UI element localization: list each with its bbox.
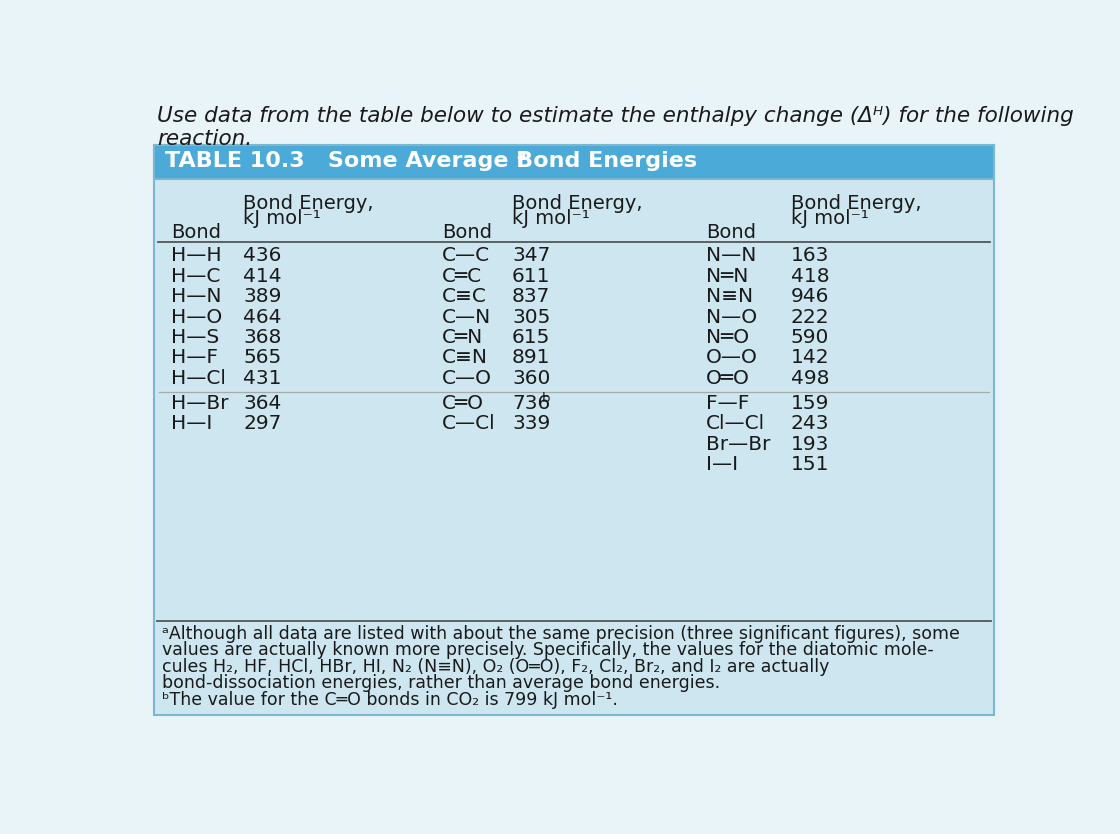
FancyBboxPatch shape [153,145,995,716]
Text: 360: 360 [512,369,550,388]
Text: C≡C: C≡C [442,287,487,306]
Text: Bond Energy,: Bond Energy, [243,194,374,213]
Text: Bond: Bond [706,224,756,243]
Text: 339: 339 [512,414,550,433]
Text: 464: 464 [243,308,281,327]
Text: 615: 615 [512,328,550,347]
Text: C—Cl: C—Cl [442,414,496,433]
Text: O—O: O—O [706,349,757,368]
Text: H—S: H—S [171,328,220,347]
Text: reaction.: reaction. [157,129,252,149]
Text: O═O: O═O [706,369,749,388]
Text: a: a [516,148,526,163]
Text: 565: 565 [243,349,281,368]
Text: cules H₂, HF, HCl, HBr, HI, N₂ (N≡N), O₂ (O═O), F₂, Cl₂, Br₂, and I₂ are actuall: cules H₂, HF, HCl, HBr, HI, N₂ (N≡N), O₂… [161,657,829,676]
Text: kJ mol⁻¹: kJ mol⁻¹ [243,209,320,229]
Text: H—Cl: H—Cl [171,369,226,388]
Text: N═O: N═O [706,328,749,347]
Text: Bond Energy,: Bond Energy, [512,194,643,213]
Text: C═C: C═C [442,267,483,286]
Text: 159: 159 [791,394,830,413]
Text: H—O: H—O [171,308,222,327]
Text: 222: 222 [791,308,830,327]
Text: 611: 611 [512,267,551,286]
Text: N≡N: N≡N [706,287,753,306]
Text: I—I: I—I [706,455,738,474]
Text: 368: 368 [243,328,281,347]
Text: Use data from the table below to estimate the enthalpy change (Δᴴ) for the follo: Use data from the table below to estimat… [157,106,1074,126]
Text: F—F: F—F [706,394,749,413]
Text: 305: 305 [512,308,550,327]
Text: ᵇThe value for the C═O bonds in CO₂ is 799 kJ mol⁻¹.: ᵇThe value for the C═O bonds in CO₂ is 7… [161,691,617,710]
Text: 414: 414 [243,267,282,286]
Text: 364: 364 [243,394,281,413]
FancyBboxPatch shape [153,145,995,178]
Text: H—I: H—I [171,414,213,433]
Text: C═O: C═O [442,394,484,413]
Text: ᵃAlthough all data are listed with about the same precision (three significant f: ᵃAlthough all data are listed with about… [161,626,960,643]
Text: H—C: H—C [171,267,221,286]
Text: 946: 946 [791,287,830,306]
Text: N═N: N═N [706,267,748,286]
Text: C—N: C—N [442,308,492,327]
Text: Cl—Cl: Cl—Cl [706,414,765,433]
Text: kJ mol⁻¹: kJ mol⁻¹ [791,209,869,229]
Text: 347: 347 [512,246,550,265]
Text: 193: 193 [791,435,830,454]
Text: 891: 891 [512,349,551,368]
Text: 590: 590 [791,328,830,347]
Text: 837: 837 [512,287,550,306]
Text: 142: 142 [791,349,830,368]
Text: C—O: C—O [442,369,493,388]
Text: 418: 418 [791,267,830,286]
Text: values are actually known more precisely. Specifically, the values for the diato: values are actually known more precisely… [161,641,933,660]
Text: N—N: N—N [706,246,756,265]
Text: TABLE 10.3   Some Average Bond Energies: TABLE 10.3 Some Average Bond Energies [165,151,697,171]
Text: Bond: Bond [171,224,221,243]
Text: 498: 498 [791,369,830,388]
Text: Bond: Bond [442,224,493,243]
Text: C═N: C═N [442,328,484,347]
Text: N—O: N—O [706,308,757,327]
Text: Br—Br: Br—Br [706,435,771,454]
Text: kJ mol⁻¹: kJ mol⁻¹ [512,209,590,229]
Text: C—C: C—C [442,246,491,265]
Text: H—Br: H—Br [171,394,228,413]
Text: H—F: H—F [171,349,218,368]
Text: 151: 151 [791,455,830,474]
Text: 297: 297 [243,414,281,433]
Text: 736: 736 [512,394,550,413]
Text: b: b [541,392,550,405]
Text: 243: 243 [791,414,830,433]
Text: C≡N: C≡N [442,349,488,368]
Text: 389: 389 [243,287,281,306]
Text: H—H: H—H [171,246,222,265]
Text: 436: 436 [243,246,281,265]
Text: bond-dissociation energies, rather than average bond energies.: bond-dissociation energies, rather than … [161,674,720,691]
Text: Bond Energy,: Bond Energy, [791,194,922,213]
Text: 163: 163 [791,246,830,265]
Text: H—N: H—N [171,287,222,306]
Text: 431: 431 [243,369,281,388]
